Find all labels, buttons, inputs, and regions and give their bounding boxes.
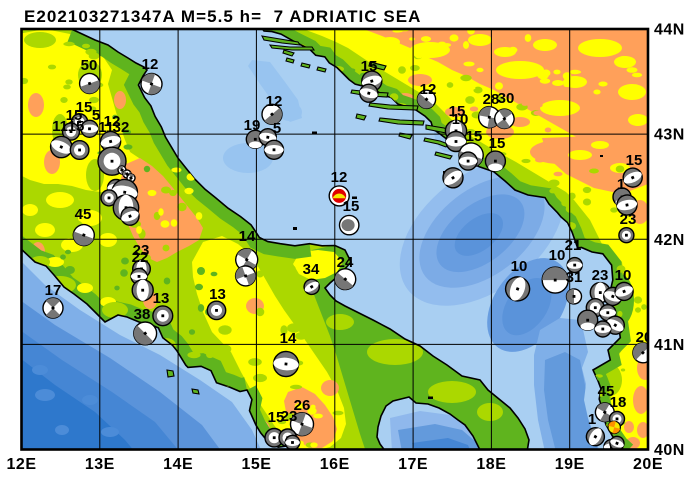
svg-text:12: 12 bbox=[266, 93, 283, 110]
svg-text:13: 13 bbox=[153, 290, 170, 307]
svg-text:13: 13 bbox=[209, 286, 226, 303]
svg-text:23: 23 bbox=[133, 242, 150, 259]
svg-text:17: 17 bbox=[45, 282, 62, 299]
svg-text:14: 14 bbox=[239, 228, 256, 245]
svg-text:31: 31 bbox=[566, 269, 583, 286]
svg-text:34: 34 bbox=[303, 261, 320, 278]
svg-text:23: 23 bbox=[281, 408, 298, 425]
svg-text:5: 5 bbox=[92, 107, 100, 124]
svg-text:15: 15 bbox=[626, 152, 643, 169]
svg-text:20: 20 bbox=[636, 329, 653, 346]
svg-text:12: 12 bbox=[104, 113, 121, 130]
svg-text:14: 14 bbox=[280, 330, 297, 347]
svg-text:19E: 19E bbox=[555, 456, 585, 473]
svg-text:15E: 15E bbox=[241, 456, 271, 473]
svg-text:18E: 18E bbox=[476, 456, 506, 473]
svg-text:40N: 40N bbox=[654, 442, 685, 459]
svg-text:10: 10 bbox=[452, 111, 469, 128]
svg-text:12E: 12E bbox=[7, 456, 37, 473]
svg-text:26: 26 bbox=[294, 397, 311, 414]
svg-text:15: 15 bbox=[76, 99, 93, 116]
svg-text:23: 23 bbox=[592, 267, 609, 284]
svg-text:15: 15 bbox=[68, 118, 85, 135]
svg-text:45: 45 bbox=[75, 206, 92, 223]
svg-text:43N: 43N bbox=[654, 127, 685, 144]
svg-text:15: 15 bbox=[268, 409, 285, 426]
svg-text:30: 30 bbox=[498, 90, 515, 107]
svg-text:14E: 14E bbox=[163, 456, 193, 473]
svg-text:12: 12 bbox=[331, 169, 348, 186]
svg-text:10: 10 bbox=[615, 267, 632, 284]
svg-text:50: 50 bbox=[81, 57, 98, 74]
svg-text:44N: 44N bbox=[654, 22, 685, 39]
svg-text:11: 11 bbox=[52, 118, 68, 135]
svg-text:38: 38 bbox=[134, 306, 151, 323]
svg-text:16E: 16E bbox=[320, 456, 350, 473]
svg-text:15: 15 bbox=[361, 58, 378, 75]
svg-text:10: 10 bbox=[549, 247, 566, 264]
svg-text:15: 15 bbox=[66, 107, 83, 124]
svg-text:19: 19 bbox=[244, 117, 261, 134]
svg-text:22: 22 bbox=[132, 249, 149, 266]
svg-text:41N: 41N bbox=[654, 337, 685, 354]
svg-text:15: 15 bbox=[489, 135, 506, 152]
svg-text:15: 15 bbox=[466, 128, 483, 145]
svg-text:1: 1 bbox=[588, 411, 596, 428]
svg-text:24: 24 bbox=[337, 254, 354, 271]
svg-text:E202103271347A M=5.5 h= 7 ADR: E202103271347A M=5.5 h= 7 ADRIATIC SEA bbox=[24, 7, 422, 26]
svg-text:10: 10 bbox=[511, 258, 528, 275]
svg-text:15: 15 bbox=[449, 103, 466, 120]
svg-text:1: 1 bbox=[617, 176, 625, 193]
svg-text:17E: 17E bbox=[398, 456, 428, 473]
svg-text:28: 28 bbox=[483, 91, 500, 108]
svg-text:5: 5 bbox=[273, 120, 281, 137]
svg-text:12: 12 bbox=[420, 81, 437, 98]
svg-text:15: 15 bbox=[343, 198, 360, 215]
svg-text:13E: 13E bbox=[85, 456, 115, 473]
svg-text:11: 11 bbox=[98, 119, 114, 136]
svg-text:12: 12 bbox=[142, 56, 159, 73]
svg-text:45: 45 bbox=[598, 383, 615, 400]
svg-text:21: 21 bbox=[565, 237, 582, 254]
svg-text:23: 23 bbox=[620, 211, 637, 228]
svg-text:20E: 20E bbox=[633, 456, 663, 473]
svg-text:18: 18 bbox=[610, 394, 627, 411]
svg-text:32: 32 bbox=[113, 119, 130, 136]
svg-text:42N: 42N bbox=[654, 232, 685, 249]
